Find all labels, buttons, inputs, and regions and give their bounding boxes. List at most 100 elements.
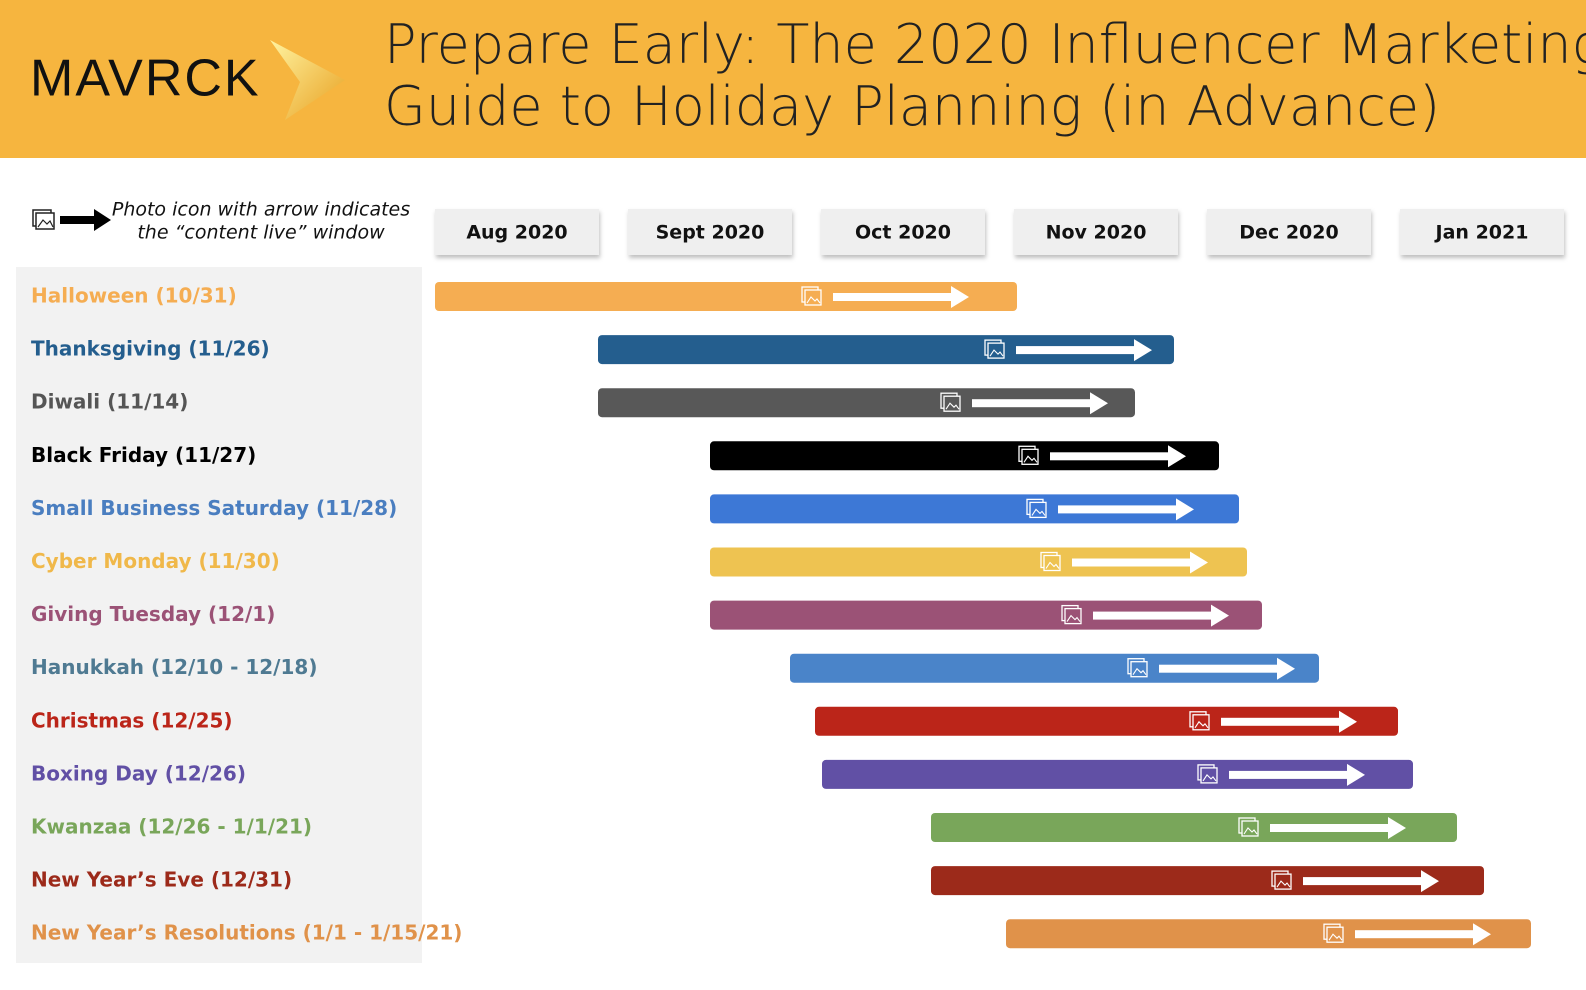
month-header xyxy=(628,209,792,255)
arrow xyxy=(1134,339,1152,362)
arrow xyxy=(1072,558,1192,567)
row-label: Thanksgiving (11/26) xyxy=(31,337,270,361)
timeline-bar xyxy=(710,494,1239,524)
content-live-marker xyxy=(801,286,969,308)
row-label: Christmas (12/25) xyxy=(31,708,233,732)
timeline-bar xyxy=(1006,919,1531,949)
month-label: Jan 2021 xyxy=(1434,222,1529,244)
month-header xyxy=(435,209,599,255)
photo-icon xyxy=(1064,607,1082,625)
photo-icon xyxy=(1066,614,1081,622)
photo-icon xyxy=(987,342,1005,359)
photo-icon xyxy=(1021,448,1039,465)
timeline-bar xyxy=(710,547,1247,577)
content-live-marker xyxy=(1040,551,1208,574)
row-label: Black Friday (11/27) xyxy=(31,443,256,467)
arrow xyxy=(1211,604,1229,627)
arrow xyxy=(1221,717,1341,726)
arrow xyxy=(1176,498,1194,521)
label-panel xyxy=(16,267,422,963)
legend-text: Photo icon with arrow indicates xyxy=(112,199,410,221)
row-label: Boxing Day (12/26) xyxy=(31,761,246,785)
photo-icon xyxy=(1029,501,1047,519)
timeline-bar xyxy=(931,813,1457,842)
content-live-marker xyxy=(1189,710,1357,733)
content-live-marker xyxy=(940,392,1108,415)
month-header xyxy=(1014,209,1178,255)
timeline-bar xyxy=(931,866,1484,896)
photo-icon xyxy=(1192,714,1210,731)
row-label: Halloween (10/31) xyxy=(31,284,237,308)
arrow xyxy=(1277,657,1295,680)
arrow xyxy=(1159,664,1279,673)
photo-icon xyxy=(1202,774,1217,782)
header-band xyxy=(0,0,1586,158)
timeline-bar xyxy=(710,600,1262,630)
timeline-bar xyxy=(822,759,1413,789)
photo-icon xyxy=(1194,720,1209,729)
photo-icon xyxy=(1130,661,1148,678)
arrow xyxy=(1058,505,1178,514)
title: Guide to Holiday Planning (in Advance) xyxy=(384,75,1440,138)
content-live-marker xyxy=(1026,498,1194,521)
photo-icon xyxy=(943,395,961,412)
content-live-marker xyxy=(1323,923,1491,946)
row-label: Giving Tuesday (12/1) xyxy=(31,602,275,626)
arrow xyxy=(951,286,969,308)
arrow xyxy=(1090,392,1108,415)
photo-icon xyxy=(1043,554,1061,572)
timeline-bar xyxy=(790,653,1319,683)
photo-icon xyxy=(1328,933,1343,941)
month-header xyxy=(1207,209,1371,255)
arrow xyxy=(1421,870,1439,893)
content-live-marker xyxy=(1197,763,1365,786)
title: Prepare Early: The 2020 Influencer Marke… xyxy=(384,13,1586,76)
timeline-bar xyxy=(435,282,1017,311)
photo-icon xyxy=(1241,820,1259,837)
arrow xyxy=(1355,930,1475,939)
photo-icon xyxy=(806,296,821,304)
arrow xyxy=(1339,710,1357,733)
arrow xyxy=(833,293,953,301)
arrow xyxy=(1388,817,1406,839)
photo-icon xyxy=(1243,827,1258,835)
month-label: Nov 2020 xyxy=(1046,222,1147,244)
legend-icon xyxy=(32,209,111,231)
logo-mark xyxy=(270,40,345,120)
arrow xyxy=(1303,877,1423,886)
row-label: New Year’s Resolutions (1/1 - 1/15/21) xyxy=(31,921,462,945)
row-label: Small Business Saturday (11/28) xyxy=(31,496,397,520)
arrow xyxy=(1190,551,1208,574)
arrow xyxy=(1473,923,1491,946)
row-label: Hanukkah (12/10 - 12/18) xyxy=(31,655,317,679)
photo-icon xyxy=(1200,767,1218,784)
photo-icon xyxy=(1326,926,1344,943)
content-live-marker xyxy=(984,339,1152,362)
photo-icon xyxy=(1276,880,1291,888)
photo-icon xyxy=(1023,455,1038,463)
timeline-bar xyxy=(710,441,1219,471)
month-label: Dec 2020 xyxy=(1239,222,1338,244)
photo-icon xyxy=(804,289,822,306)
content-live-marker xyxy=(1127,657,1295,680)
month-header xyxy=(1400,209,1564,255)
timeline-bar xyxy=(598,388,1135,418)
photo-icon xyxy=(945,402,960,410)
photo-icon xyxy=(1274,873,1292,890)
timeline-bar xyxy=(598,335,1174,365)
row-label: Kwanzaa (12/26 - 1/1/21) xyxy=(31,815,312,839)
arrow xyxy=(1347,763,1365,786)
arrow xyxy=(1093,611,1213,620)
photo-icon xyxy=(1045,561,1060,569)
content-live-marker xyxy=(1061,604,1229,627)
arrow xyxy=(1229,770,1349,779)
arrow xyxy=(972,399,1092,408)
arrow xyxy=(1016,346,1136,355)
row-label: New Year’s Eve (12/31) xyxy=(31,868,292,892)
content-live-marker xyxy=(1271,870,1439,893)
legend-text: the “content live” window xyxy=(137,222,385,244)
photo-icon xyxy=(1132,667,1147,676)
row-label: Diwali (11/14) xyxy=(31,390,188,414)
